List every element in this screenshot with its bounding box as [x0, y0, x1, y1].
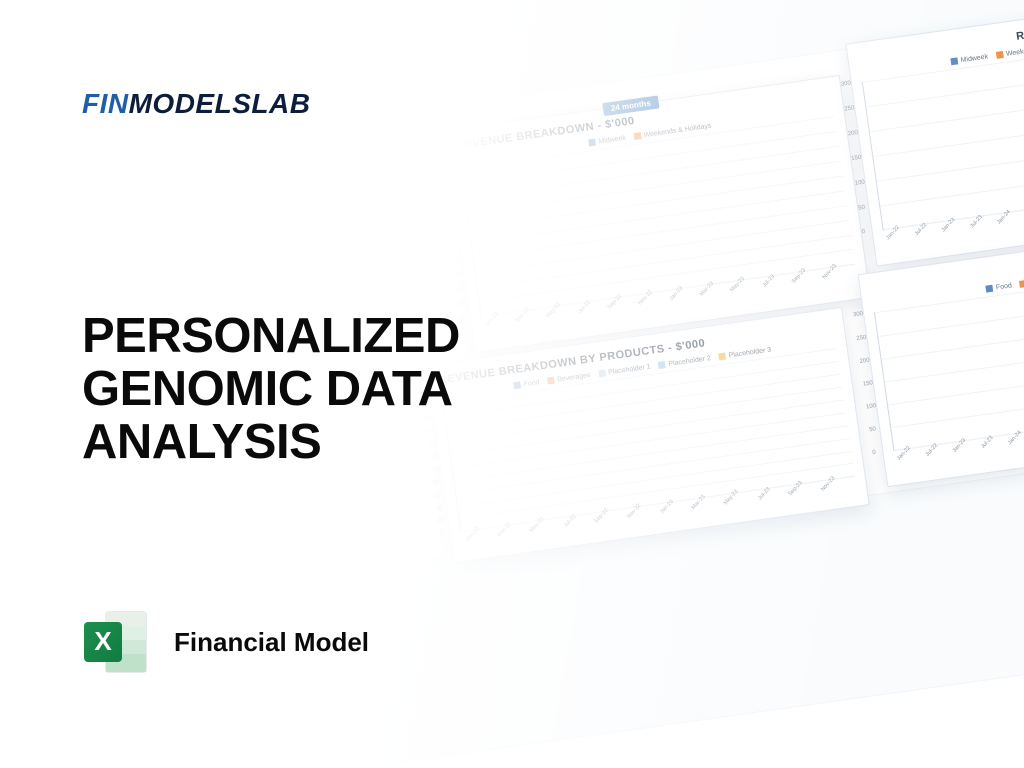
panel1-legend: MidweekWeekends & Holidays [458, 105, 833, 165]
panel4-legend: FoodBeverages [872, 260, 1024, 309]
page-headline: PERSONALIZEDGENOMIC DATAANALYSIS [82, 310, 460, 469]
panel3-chart: 050100150200250300Jan-22Jul-22Jan-23Jul-… [862, 41, 1024, 231]
chart-header-link: Go to the Table of Contents [330, 172, 416, 193]
chart-header-company: Company Name [328, 162, 414, 184]
panel2-chart: 020406080100120140160180200Jan-22Mar-22M… [442, 348, 854, 532]
chart-header: Financial Charts Company Name Go to the … [327, 149, 416, 193]
panel-revenue-products: REVENUE BREAKDOWN BY PRODUCTS - $'000 Fo… [426, 307, 870, 564]
panel2-legend: FoodBeveragesPlaceholder 1Placeholder 2P… [441, 337, 836, 400]
panel4-chart: 050100150200250300Jan-22Jul-22Jan-23Jul-… [874, 271, 1024, 451]
pill-24months: 24 months [602, 95, 659, 116]
panel1-title: REVENUE BREAKDOWN - $'000 [456, 87, 832, 151]
brand-logo: FINMODELSLAB [82, 88, 310, 120]
panel-revenue-5y-products: REVENUE BREAKDOWN FoodBeverages 05010015… [858, 230, 1024, 487]
panel3-title: REVENUE BREAKDOWN [858, 12, 1024, 65]
chart-header-title: Financial Charts [327, 149, 413, 174]
panel1-chart: 020406080100120140160180200Jan-22Mar-22M… [460, 116, 855, 317]
panel2-title: REVENUE BREAKDOWN BY PRODUCTS - $'000 [438, 319, 834, 386]
svg-text:X: X [94, 626, 112, 656]
excel-row: X Financial Model [80, 606, 369, 678]
panel3-legend: MidweekWeekends & Holidays [860, 30, 1024, 79]
panel-revenue-24m: 24 months REVENUE BREAKDOWN - $'000 Midw… [443, 75, 870, 353]
panel4-title: REVENUE BREAKDOWN [870, 242, 1024, 295]
excel-icon: X [80, 606, 152, 678]
panel-revenue-5y: 5 years REVENUE BREAKDOWN MidweekWeekend… [845, 0, 1024, 267]
excel-label: Financial Model [174, 627, 369, 658]
